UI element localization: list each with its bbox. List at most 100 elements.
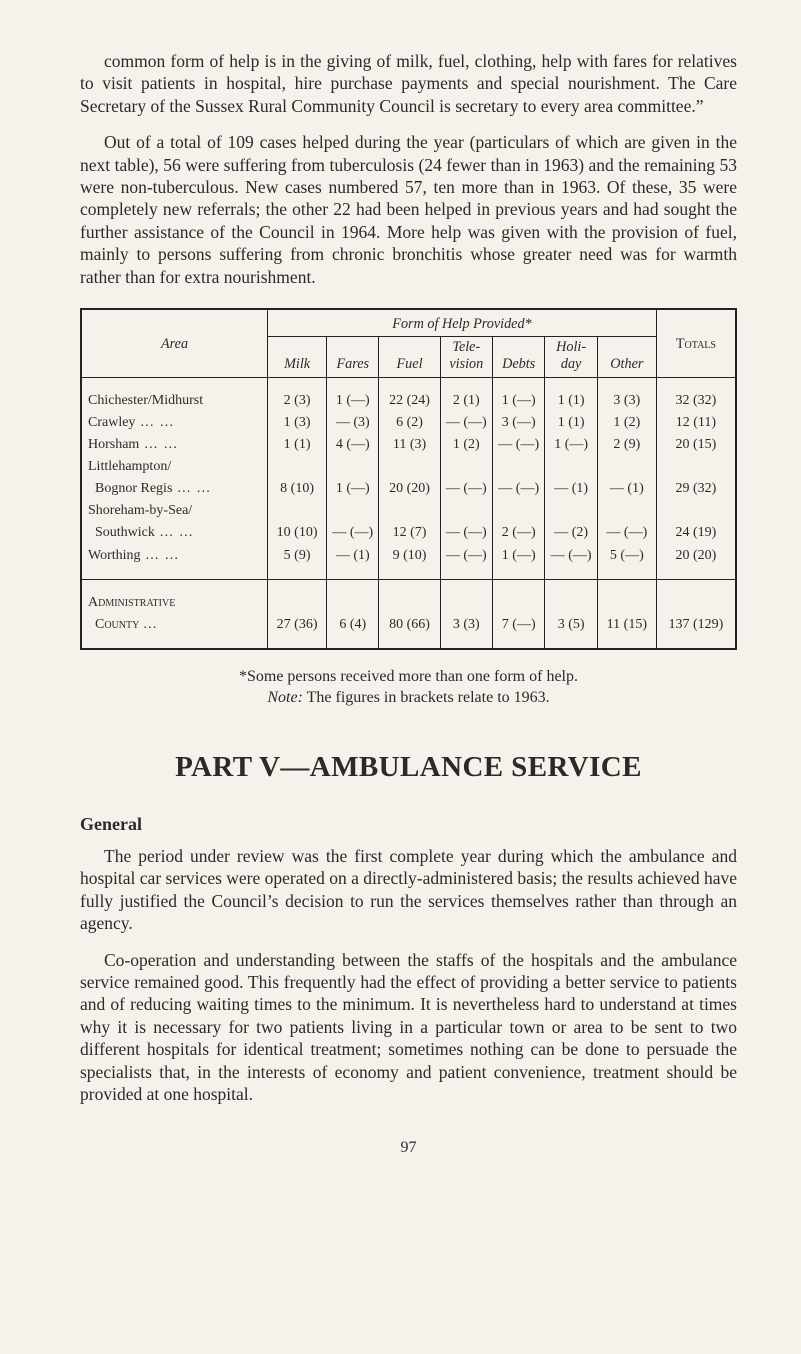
data-cell: 1 (1) xyxy=(545,390,597,412)
th-debts: Debts xyxy=(493,337,545,378)
table-footnote: *Some persons received more than one for… xyxy=(80,666,737,709)
area-cell: Chichester/Midhurst xyxy=(82,390,268,412)
admin-fares: 6 (4) xyxy=(327,614,379,636)
data-cell xyxy=(268,500,327,522)
th-television: Tele-vision xyxy=(440,337,492,378)
data-cell xyxy=(597,456,656,478)
data-cell: 10 (10) xyxy=(268,522,327,544)
admin-label-1: Administrative xyxy=(82,592,268,614)
data-cell: — (—) xyxy=(440,412,492,434)
data-cell: 12 (7) xyxy=(379,522,440,544)
data-cell: — (3) xyxy=(327,412,379,434)
admin-label-2: County … xyxy=(82,614,268,636)
data-cell: 1 (—) xyxy=(545,434,597,456)
data-cell: — (—) xyxy=(440,522,492,544)
data-cell: 5 (9) xyxy=(268,545,327,567)
data-cell: — (—) xyxy=(327,522,379,544)
data-cell: 8 (10) xyxy=(268,478,327,500)
data-cell xyxy=(440,456,492,478)
data-cell xyxy=(327,500,379,522)
data-cell xyxy=(545,500,597,522)
data-cell: — (—) xyxy=(440,478,492,500)
data-cell: — (—) xyxy=(545,545,597,567)
data-cell xyxy=(493,456,545,478)
data-cell: 6 (2) xyxy=(379,412,440,434)
admin-fuel: 80 (66) xyxy=(379,614,440,636)
data-cell: 1 (2) xyxy=(597,412,656,434)
data-cell: 29 (32) xyxy=(656,478,735,500)
footnote-line2: The figures in brackets relate to 1963. xyxy=(303,689,550,706)
general-heading: General xyxy=(80,814,737,835)
th-area: Area xyxy=(82,310,268,377)
data-cell: — (—) xyxy=(440,545,492,567)
data-cell: 20 (20) xyxy=(379,478,440,500)
data-cell xyxy=(440,500,492,522)
admin-other: 11 (15) xyxy=(597,614,656,636)
data-cell xyxy=(545,456,597,478)
data-cell xyxy=(379,500,440,522)
table-row: Littlehampton/ xyxy=(82,456,735,478)
area-cell: Horsham … … xyxy=(82,434,268,456)
help-provided-table: Area Form of Help Provided* Totals Milk … xyxy=(80,308,737,650)
th-totals: Totals xyxy=(656,310,735,377)
admin-tele: 3 (3) xyxy=(440,614,492,636)
th-holiday: Holi-day xyxy=(545,337,597,378)
data-cell: — (1) xyxy=(327,545,379,567)
data-cell: — (—) xyxy=(493,434,545,456)
data-cell xyxy=(656,456,735,478)
data-cell xyxy=(327,456,379,478)
body-paragraph-2: Co-operation and understanding between t… xyxy=(80,949,737,1106)
table-row: Shoreham-by-Sea/ xyxy=(82,500,735,522)
table-row: Horsham … …1 (1)4 (—)11 (3)1 (2)— (—)1 (… xyxy=(82,434,735,456)
data-cell: — (—) xyxy=(493,478,545,500)
data-cell: 1 (2) xyxy=(440,434,492,456)
th-fuel: Fuel xyxy=(379,337,440,378)
th-form-title: Form of Help Provided* xyxy=(268,310,657,337)
data-cell: 9 (10) xyxy=(379,545,440,567)
intro-paragraph-1: common form of help is in the giving of … xyxy=(80,50,737,117)
th-other: Other xyxy=(597,337,656,378)
data-cell: 11 (3) xyxy=(379,434,440,456)
body-paragraph-1: The period under review was the first co… xyxy=(80,845,737,935)
data-cell: 2 (9) xyxy=(597,434,656,456)
admin-milk: 27 (36) xyxy=(268,614,327,636)
admin-total: 137 (129) xyxy=(656,614,735,636)
table-row: Southwick … …10 (10)— (—)12 (7)— (—)2 (—… xyxy=(82,522,735,544)
data-cell xyxy=(379,456,440,478)
data-cell: 1 (—) xyxy=(327,478,379,500)
table-row: Crawley … …1 (3)— (3)6 (2)— (—)3 (—)1 (1… xyxy=(82,412,735,434)
data-cell: 24 (19) xyxy=(656,522,735,544)
data-cell: 1 (1) xyxy=(268,434,327,456)
data-cell: 20 (20) xyxy=(656,545,735,567)
table-row: Bognor Regis … …8 (10)1 (—)20 (20)— (—)—… xyxy=(82,478,735,500)
admin-debts: 7 (—) xyxy=(493,614,545,636)
data-cell: 32 (32) xyxy=(656,390,735,412)
th-milk: Milk xyxy=(268,337,327,378)
area-cell: Southwick … … xyxy=(82,522,268,544)
data-cell: — (1) xyxy=(597,478,656,500)
data-cell: 20 (15) xyxy=(656,434,735,456)
table-row: Worthing … …5 (9)— (1)9 (10)— (—)1 (—)— … xyxy=(82,545,735,567)
table-row: Chichester/Midhurst2 (3) 1 (—) 22 (24)2 (1… xyxy=(82,390,735,412)
data-cell: 3 (—) xyxy=(493,412,545,434)
data-cell xyxy=(656,500,735,522)
data-cell: 1 (1) xyxy=(545,412,597,434)
area-cell: Crawley … … xyxy=(82,412,268,434)
data-cell: 22 (24) xyxy=(379,390,440,412)
data-cell: 12 (11) xyxy=(656,412,735,434)
data-cell: 1 (—) xyxy=(493,545,545,567)
footnote-line1: *Some persons received more than one for… xyxy=(239,668,578,685)
data-cell: — (—) xyxy=(597,522,656,544)
data-cell: 4 (—) xyxy=(327,434,379,456)
data-cell: 2 (1) xyxy=(440,390,492,412)
page-number: 97 xyxy=(80,1139,737,1157)
data-cell: — (2) xyxy=(545,522,597,544)
data-cell xyxy=(597,500,656,522)
data-cell: 3 (3) xyxy=(597,390,656,412)
data-cell: — (1) xyxy=(545,478,597,500)
data-cell: 2 (—) xyxy=(493,522,545,544)
part-heading: PART V—AMBULANCE SERVICE xyxy=(80,751,737,784)
admin-holi: 3 (5) xyxy=(545,614,597,636)
data-cell: 1 (—) xyxy=(493,390,545,412)
data-cell: 2 (3) xyxy=(268,390,327,412)
